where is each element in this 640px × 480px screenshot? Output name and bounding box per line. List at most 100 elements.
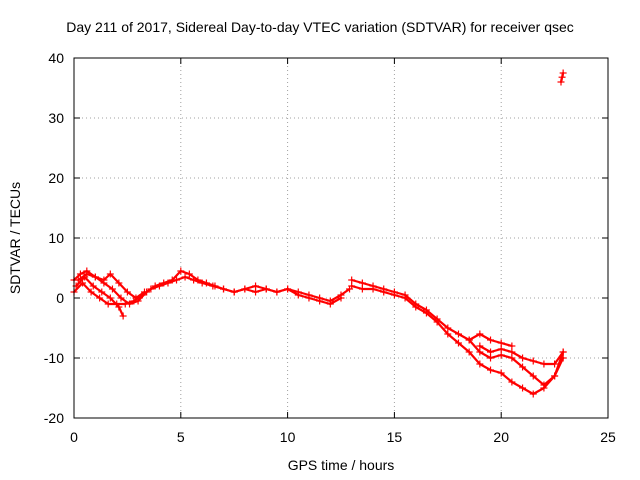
data-point [519, 354, 527, 362]
series-trace-pass-d [77, 272, 146, 300]
y-tick-label: -10 [44, 350, 64, 366]
data-point [487, 366, 495, 374]
series-trace-pass-f [350, 284, 565, 396]
chart-title: Day 211 of 2017, Sidereal Day-to-day VTE… [66, 19, 574, 35]
data-point [147, 285, 155, 293]
data-point [230, 288, 238, 296]
data-point [519, 363, 527, 371]
data-point [529, 390, 537, 398]
y-tick-label: -20 [44, 410, 64, 426]
data-point [508, 354, 516, 362]
data-point [164, 279, 172, 287]
data-point [497, 369, 505, 377]
data-point [76, 270, 84, 278]
data-point [551, 360, 559, 368]
data-point [177, 267, 185, 275]
series-pass-g [465, 336, 567, 389]
data-point [294, 291, 302, 299]
series-pass-d [74, 270, 148, 302]
data-point [540, 360, 548, 368]
series-trace-pass-a [72, 269, 351, 306]
data-point [252, 282, 260, 290]
data-point [132, 294, 140, 302]
data-point [106, 294, 114, 302]
series-trace-pass-g [468, 338, 565, 387]
series-pass-h [476, 342, 567, 368]
data-point [241, 285, 249, 293]
data-point [487, 354, 495, 362]
data-point [209, 282, 217, 290]
data-point [87, 288, 95, 296]
data-point [91, 273, 99, 281]
data-point [444, 330, 452, 338]
data-point [559, 69, 567, 77]
data-point [412, 303, 420, 311]
data-point [401, 294, 409, 302]
x-tick-label: 5 [177, 429, 185, 445]
data-point [155, 282, 163, 290]
x-tick-label: 15 [387, 429, 403, 445]
data-point [198, 279, 206, 287]
data-point [262, 285, 270, 293]
y-tick-label: 30 [48, 110, 64, 126]
data-point [185, 270, 193, 278]
series-pass-b [70, 273, 345, 308]
y-tick-label: 40 [48, 50, 64, 66]
x-tick-label: 0 [70, 429, 78, 445]
data-point [465, 348, 473, 356]
series-pass-c [72, 273, 127, 320]
data-point [476, 360, 484, 368]
data-point [487, 348, 495, 356]
data-point [98, 288, 106, 296]
data-point [316, 297, 324, 305]
data-point [529, 357, 537, 365]
data-point [115, 279, 123, 287]
data-point [123, 288, 131, 296]
y-tick-label: 10 [48, 230, 64, 246]
plot-frame [73, 57, 609, 419]
data-point [190, 276, 198, 284]
series-trace-pass-h [478, 344, 565, 366]
grid [74, 58, 608, 418]
y-tick-label: 0 [56, 290, 64, 306]
data-point [121, 300, 129, 308]
data-point [497, 351, 505, 359]
data-point [337, 294, 345, 302]
data-point [273, 288, 281, 296]
data-point [89, 282, 97, 290]
data-point [348, 282, 356, 290]
data-point [529, 372, 537, 380]
data-point [115, 303, 123, 311]
axis-ticks: 0 5 10 15 20 25 -20 -10 0 10 20 30 40 [44, 50, 616, 445]
x-tick-label: 20 [493, 429, 509, 445]
data-point [96, 294, 104, 302]
data-point [540, 381, 548, 389]
x-tick-label: 10 [280, 429, 296, 445]
data-point [551, 372, 559, 380]
data-point [497, 339, 505, 347]
data-point [358, 285, 366, 293]
series-trace-pass-e [350, 278, 513, 348]
data-point [74, 276, 82, 284]
data-point [108, 285, 116, 293]
data-point [140, 288, 148, 296]
data-point [487, 336, 495, 344]
data-point [220, 285, 228, 293]
data-point [83, 270, 91, 278]
data-point [433, 318, 441, 326]
data-point [252, 288, 260, 296]
data-point [104, 300, 112, 308]
data-point [558, 73, 566, 81]
y-axis-label: SDTVAR / TECUs [7, 182, 23, 294]
data-point [106, 270, 114, 278]
data-point [173, 276, 181, 284]
data-point [181, 273, 189, 281]
data-point [559, 354, 567, 362]
series-outlier [557, 69, 567, 86]
series-pass-f [348, 282, 567, 398]
data-point [305, 294, 313, 302]
data-point [348, 276, 356, 284]
data-point [100, 276, 108, 284]
data-point [476, 348, 484, 356]
